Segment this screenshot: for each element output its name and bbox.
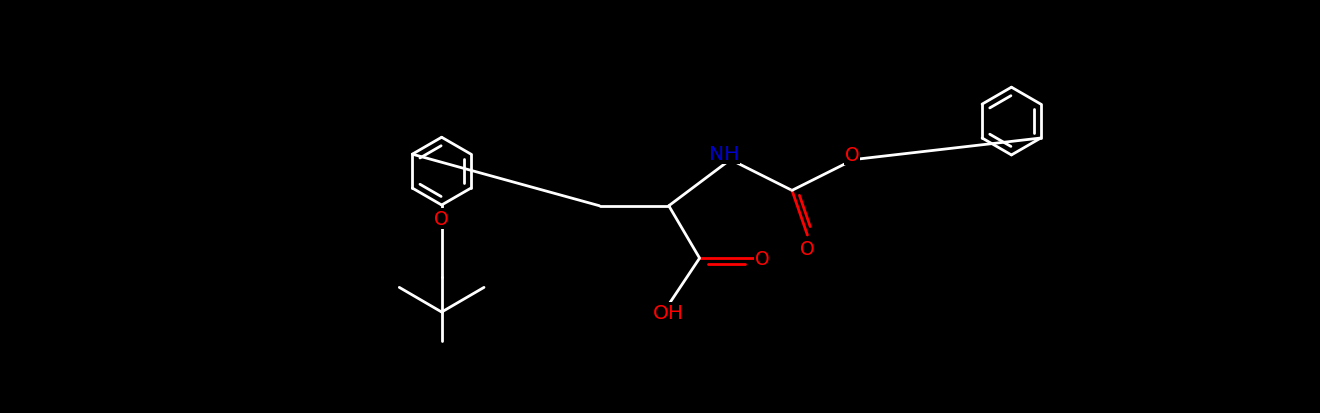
Text: O: O	[800, 240, 814, 259]
Text: O: O	[755, 249, 770, 268]
Text: O: O	[434, 210, 449, 229]
Text: NH: NH	[709, 145, 739, 164]
Text: O: O	[845, 146, 859, 165]
Text: OH: OH	[653, 303, 684, 322]
